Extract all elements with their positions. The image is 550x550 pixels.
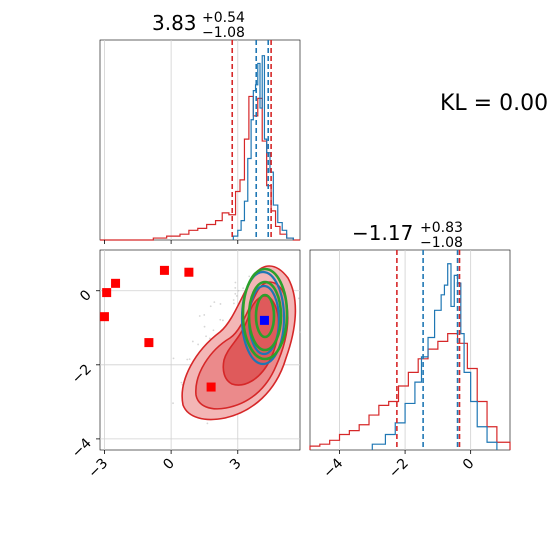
joint-x-tick-label: −3: [85, 456, 111, 482]
red-square-marker: [111, 278, 121, 288]
scatter-sample-point: [208, 337, 211, 340]
marginal-histogram-2: −1.17 +0.83 −1.08: [309, 220, 511, 451]
marginal-1-title-sub: −1.08: [202, 25, 245, 41]
red-square-marker: [102, 288, 112, 298]
marginal-2-quantile-lines: [396, 250, 461, 450]
scatter-sample-point: [191, 340, 194, 343]
marginal-2-series-0: [309, 333, 511, 450]
marginal-1-series-1: [232, 55, 294, 240]
scatter-sample-point: [234, 281, 237, 284]
marginal-histogram-1: 3.83 +0.54 −1.08: [99, 10, 301, 241]
scatter-sample-point: [234, 287, 237, 289]
scatter-sample-point: [233, 302, 235, 305]
scatter-sample-point: [186, 358, 189, 361]
scatter-sample-point: [197, 343, 200, 346]
blue-square-marker: [259, 315, 269, 325]
red-square-marker: [99, 312, 109, 322]
scatter-sample-point: [298, 331, 301, 334]
joint-x-tick-label: 0: [160, 456, 178, 474]
red-square-marker: [159, 265, 169, 275]
marginal-2-x-tick-label: −2: [386, 456, 412, 482]
green-contour-inner: [254, 293, 276, 339]
marginal-1-frame: [99, 39, 301, 241]
scatter-sample-point: [242, 287, 245, 289]
joint-y-tick-label: −2: [69, 361, 95, 387]
scatter-sample-point: [232, 299, 235, 301]
red-square-marker: [184, 267, 194, 277]
kl-divergence-label: KL = 0.00: [440, 91, 548, 116]
marginal-1-title: 3.83: [152, 11, 197, 35]
joint-y-tick-label: −4: [69, 435, 95, 461]
scatter-sample-point: [234, 292, 237, 295]
scatter-sample-point: [209, 305, 212, 308]
joint-y-tick-label: 0: [77, 287, 95, 305]
scatter-sample-point: [235, 295, 238, 297]
joint-x-tick-label: 3: [227, 456, 245, 474]
marginal-2-series: [309, 263, 511, 450]
scatter-sample-point: [248, 275, 251, 278]
scatter-sample-point: [297, 297, 300, 300]
marginal-1-quantile-lines: [231, 40, 272, 240]
marginal-1-series-0: [100, 95, 300, 241]
joint-contours: [181, 265, 297, 421]
marginal-2-x-tick-label: 0: [460, 456, 478, 474]
red-square-marker: [206, 382, 216, 392]
scatter-sample-point: [203, 325, 206, 328]
marginal-2-title: −1.17: [352, 221, 413, 245]
scatter-sample-point: [172, 357, 175, 360]
marginal-2-title-sub: −1.08: [420, 235, 463, 251]
green-contour-mid: [247, 280, 283, 352]
red-square-marker: [144, 338, 154, 348]
scatter-sample-point: [219, 318, 222, 321]
scatter-sample-point: [213, 301, 216, 304]
scatter-sample-point: [219, 303, 222, 305]
scatter-sample-point: [237, 289, 240, 292]
joint-contour-panel: [99, 249, 301, 451]
marginal-1-series: [100, 55, 300, 241]
scatter-sample-point: [198, 315, 201, 317]
joint-markers: [99, 265, 269, 392]
scatter-sample-point: [205, 335, 207, 338]
marginal-2-frame: [309, 249, 511, 451]
scatter-sample-point: [212, 329, 215, 332]
scatter-sample-point: [172, 402, 174, 405]
green-contour-outer: [241, 267, 289, 361]
marginal-2-series-1: [371, 263, 498, 450]
scatter-sample-point: [222, 319, 224, 322]
scatter-sample-point: [206, 422, 209, 425]
marginal-2-title-main: −1.17: [352, 221, 413, 245]
marginal-1-title-sup: +0.54: [202, 10, 245, 26]
marginal-1-title-main: 3.83: [152, 11, 197, 35]
marginal-1-grid: [104, 40, 239, 240]
scatter-sample-point: [180, 381, 183, 384]
marginal-2-x-tick-label: −4: [320, 455, 346, 481]
scatter-sample-point: [188, 358, 191, 361]
scatter-sample-point: [203, 314, 206, 316]
marginal-2-title-sup: +0.83: [420, 220, 463, 236]
